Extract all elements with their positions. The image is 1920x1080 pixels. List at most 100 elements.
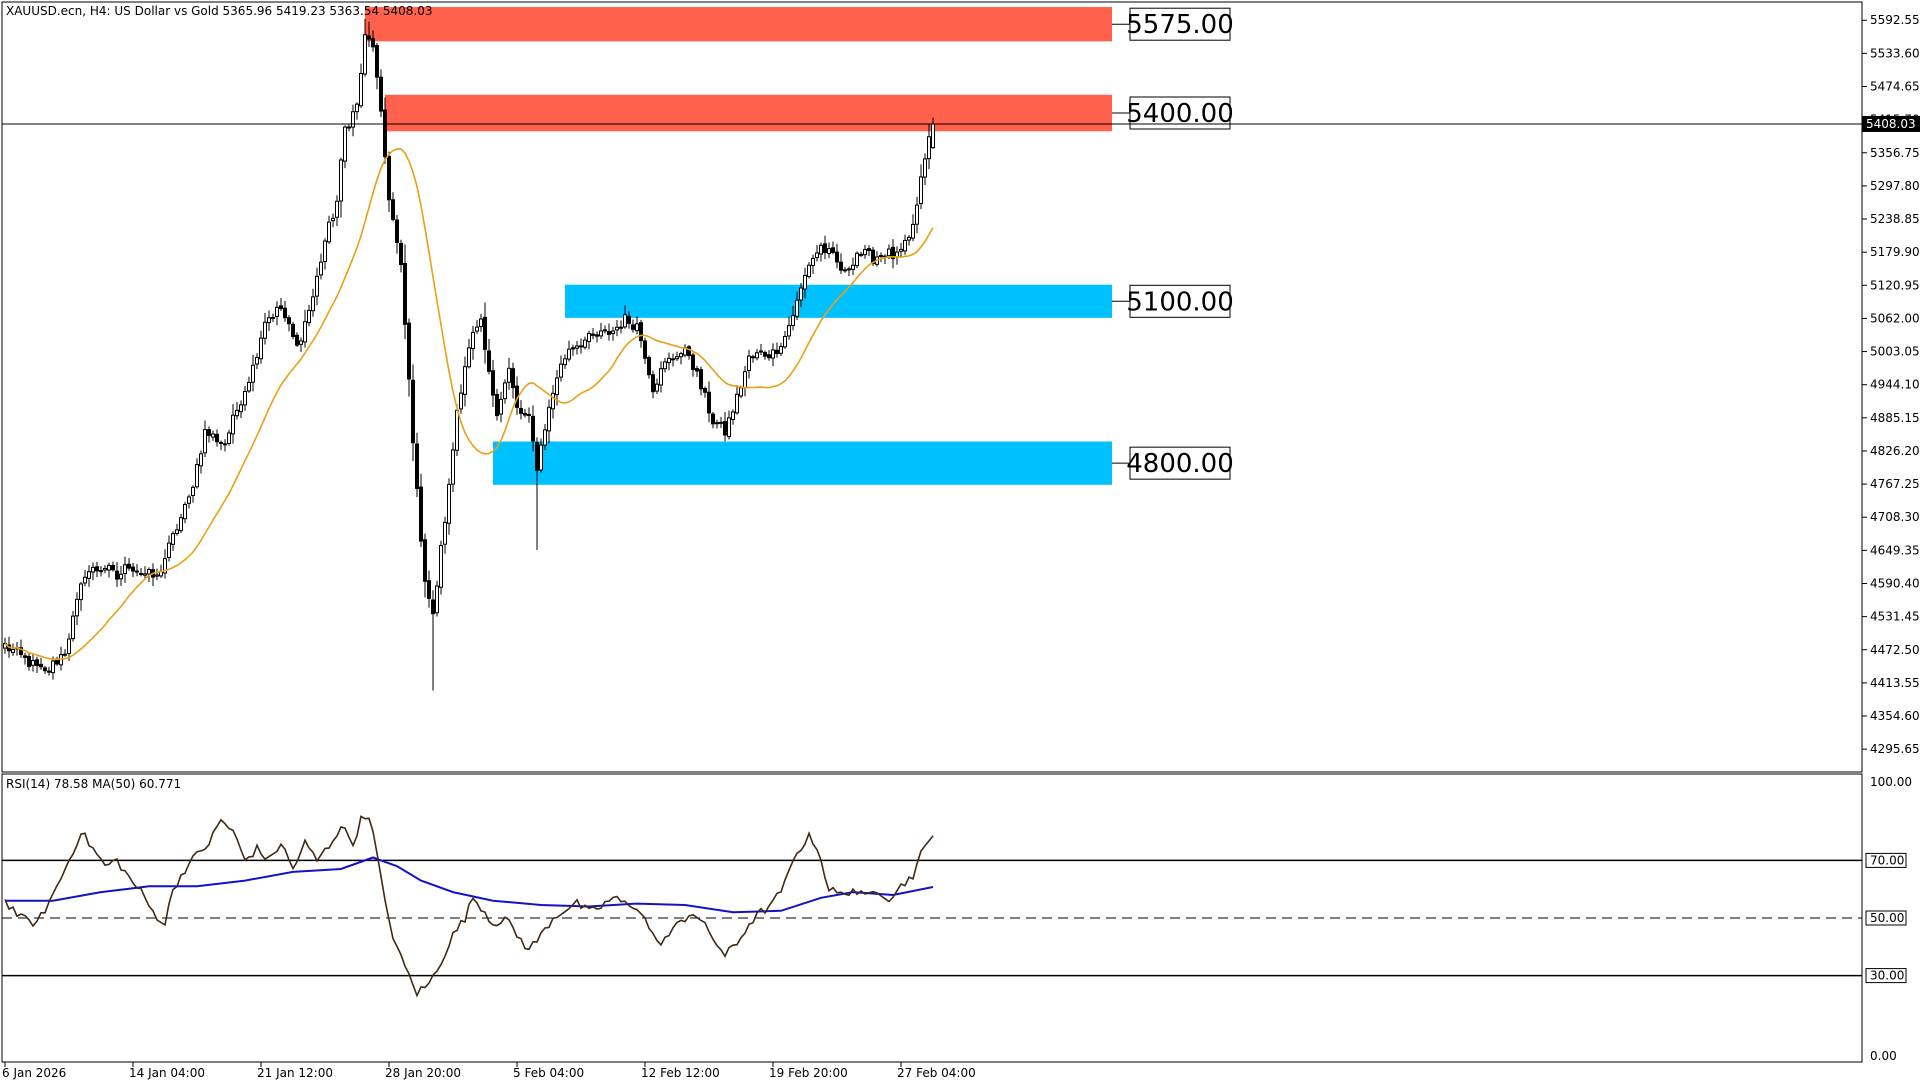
candle-body xyxy=(555,377,559,396)
candle-body xyxy=(863,249,867,256)
candle-body xyxy=(775,349,779,354)
candle-body xyxy=(111,564,115,571)
current-price-marker xyxy=(1862,115,1920,132)
candle-body xyxy=(507,367,511,383)
candle-body xyxy=(27,655,31,667)
rsi-header: RSI(14) 78.58 MA(50) 60.771 xyxy=(6,777,181,791)
zone-rect[interactable] xyxy=(365,7,1112,42)
rsi-tick-label: 70.00 xyxy=(1870,853,1904,867)
price-pane[interactable]: 5575.00 5400.00 5100.00 4800.00 XAUUSD.ecn,… xyxy=(1,1,1863,773)
candle-body xyxy=(631,324,635,330)
candle-body xyxy=(399,242,403,265)
candle-body xyxy=(711,413,715,425)
candle-body xyxy=(675,356,679,360)
candle-body xyxy=(55,659,59,665)
candle-body xyxy=(275,306,279,317)
moving-average-line xyxy=(4,147,934,661)
candle-body xyxy=(175,529,179,534)
zone-label: 5400.00 xyxy=(1126,99,1234,129)
candle-body xyxy=(575,345,579,349)
candle-body xyxy=(259,337,263,360)
rsi-pane[interactable]: RSI(14) 78.58 MA(50) 60.771 100.00 70.00 5… xyxy=(1,773,1912,1063)
candle-body xyxy=(847,268,851,271)
zone-rect[interactable] xyxy=(385,94,1112,132)
candle-body xyxy=(499,398,503,415)
zone-label-box[interactable] xyxy=(1129,446,1231,480)
rsi-ma-line xyxy=(5,856,934,914)
candle-body xyxy=(331,217,335,222)
candle-body xyxy=(167,542,171,558)
candle-body xyxy=(715,422,719,425)
candle-body xyxy=(403,262,407,325)
candle-body xyxy=(31,659,35,666)
candle-body xyxy=(651,374,655,393)
candle-body xyxy=(551,392,555,410)
candle-body xyxy=(363,34,367,75)
candle-body xyxy=(779,346,783,354)
candle-body xyxy=(291,323,295,337)
candle-body xyxy=(859,253,863,256)
rsi-tick-label: 0.00 xyxy=(1870,1049,1897,1063)
candle-body xyxy=(187,496,191,504)
candle-body xyxy=(95,566,99,572)
candle-body xyxy=(807,264,811,278)
candle-body xyxy=(351,111,355,128)
candle-body xyxy=(79,583,83,601)
candle-body xyxy=(851,264,855,270)
price-tick-label: 4472.50 xyxy=(1870,643,1920,657)
candle-body xyxy=(571,347,575,350)
candle-body xyxy=(527,413,531,417)
price-tick-label: 4885.15 xyxy=(1870,411,1920,425)
candle-body xyxy=(723,421,727,436)
candle-body xyxy=(727,417,731,438)
candle-body xyxy=(407,322,411,380)
candle-body xyxy=(171,533,175,545)
candle-body xyxy=(211,433,215,438)
candle-body xyxy=(803,275,807,290)
candle-body xyxy=(867,248,871,251)
candle-body xyxy=(759,350,763,353)
candle-body xyxy=(735,393,739,414)
candle-body xyxy=(459,392,463,410)
candle-body xyxy=(71,615,75,640)
candle-body xyxy=(627,315,631,324)
candle-body xyxy=(239,404,243,413)
candle-body xyxy=(143,573,147,576)
zone-rect[interactable] xyxy=(493,441,1112,485)
candle-body xyxy=(279,305,283,310)
candle-body xyxy=(127,563,131,569)
candle-body xyxy=(747,355,751,372)
candle-body xyxy=(767,354,771,359)
price-tick-label: 4413.55 xyxy=(1870,676,1920,690)
candle-body xyxy=(567,348,571,360)
candle-body xyxy=(339,159,343,202)
price-tick-label: 5533.60 xyxy=(1870,46,1920,60)
candle-body xyxy=(443,521,447,545)
candle-body xyxy=(227,432,231,444)
candle-body xyxy=(679,353,683,358)
candle-body xyxy=(703,387,707,393)
candle-body xyxy=(607,330,611,335)
candle-body xyxy=(191,486,195,497)
candle-body xyxy=(799,287,803,301)
candle-body xyxy=(283,307,287,319)
candle-body xyxy=(427,580,431,599)
candle-body xyxy=(195,464,199,488)
zone-rect[interactable] xyxy=(565,284,1112,318)
candle-body xyxy=(563,358,567,366)
candle-body xyxy=(659,368,663,386)
candle-body xyxy=(511,368,515,389)
candle-body xyxy=(911,223,915,239)
zone-label-box[interactable] xyxy=(1129,7,1231,41)
zone-label-box[interactable] xyxy=(1129,284,1231,318)
time-axis[interactable]: 6 Jan 2026 14 Jan 04:00 21 Jan 12:00 28 Jan… xyxy=(2,1062,976,1080)
zone-label: 5100.00 xyxy=(1126,287,1234,317)
candle-body xyxy=(819,244,823,255)
candle-body xyxy=(131,566,135,572)
price-axis[interactable]: 5592.555533.605474.655415.705356.755297.… xyxy=(1862,13,1920,756)
zones-layer: 5575.00 5400.00 5100.00 4800.00 xyxy=(365,7,1234,485)
candle-body xyxy=(19,647,23,656)
candle-body xyxy=(155,574,159,577)
candle-body xyxy=(587,332,591,343)
candle-body xyxy=(435,585,439,614)
